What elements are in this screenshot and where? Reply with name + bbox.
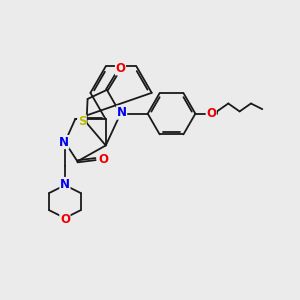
Text: O: O bbox=[206, 107, 216, 120]
Text: O: O bbox=[116, 62, 125, 75]
Text: S: S bbox=[78, 115, 86, 128]
Text: N: N bbox=[59, 136, 69, 148]
Text: O: O bbox=[98, 153, 109, 166]
Text: N: N bbox=[117, 106, 127, 119]
Text: N: N bbox=[60, 178, 70, 190]
Text: O: O bbox=[60, 213, 70, 226]
